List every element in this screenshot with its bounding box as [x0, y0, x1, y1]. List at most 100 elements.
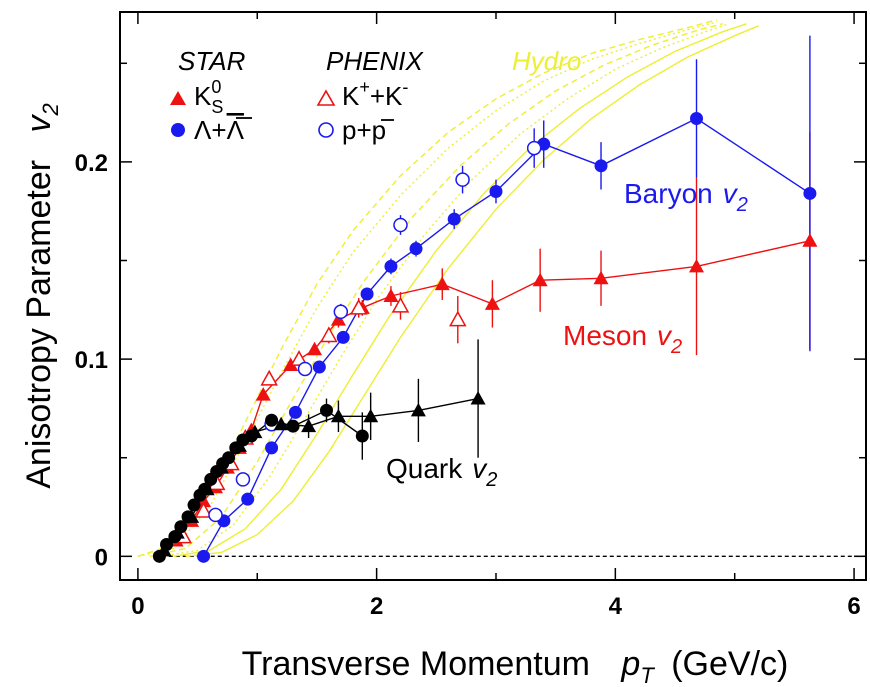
point-star-k0s-15 [532, 272, 548, 287]
point-quark-v2-meson-scaled--6 [247, 424, 263, 439]
point-star-lambda-5 [312, 360, 326, 374]
legend-lambda-marker [171, 123, 185, 137]
legend-star-heading: STAR [178, 46, 245, 76]
point-phenix-k-k--8 [349, 298, 368, 315]
point-star-k0s-7 [255, 387, 271, 401]
legend-proton-label: p+p [342, 115, 386, 145]
y-tick-label-0.2: 0.2 [75, 150, 108, 177]
point-star-k0s-8 [283, 357, 299, 372]
legend-kplus-sup2: - [402, 77, 408, 97]
plot-frame [119, 11, 867, 581]
baryon-annotation-var: v [723, 178, 739, 209]
legend-proton-text: p+ [342, 115, 372, 145]
legend-kplus-label: K++K- [342, 77, 408, 111]
point-star-lambda-8 [384, 259, 398, 273]
legend-lambda-bar: Λ [227, 115, 245, 145]
point-star-lambda-2 [241, 492, 255, 506]
meson-annotation: Meson v2 [563, 320, 682, 358]
point-quark-v2-baryon-scaled--11 [222, 451, 236, 465]
point-star-lambda-9 [409, 242, 423, 256]
point-quark-v2-meson-scaled--2 [184, 509, 200, 523]
meson-annotation-var: v [657, 320, 673, 351]
point-star-lambda-15 [803, 186, 817, 200]
legend-k0s-marker [170, 91, 186, 105]
meson-annotation-sub: 2 [670, 336, 682, 358]
point-star-lambda-7 [360, 287, 374, 301]
x-tick-label-4: 4 [609, 593, 623, 620]
legend-proton-bar: p [372, 115, 386, 145]
point-star-lambda-14 [690, 112, 704, 125]
hydro-curve-4 [173, 23, 747, 557]
point-quark-v2-meson-scaled--7 [273, 416, 289, 431]
axis-ticks [120, 12, 866, 580]
point-quark-v2-meson-scaled--1 [169, 525, 185, 539]
point-quark-v2-meson-scaled--8 [301, 418, 317, 433]
point-quark-v2-baryon-scaled--17 [319, 403, 333, 417]
point-phenix-k-k--10 [449, 310, 467, 327]
point-quark-v2-meson-scaled--9 [330, 408, 346, 423]
x-tick-labels: 0 2 4 6 [131, 593, 861, 620]
legend: STAR PHENIX Hydro K0 S Λ+Λ K++K- p+p [170, 46, 581, 145]
legend-k0s-sub: S [211, 97, 223, 117]
point-star-lambda-13 [594, 159, 608, 173]
point-phenix-k-k--5 [260, 369, 278, 386]
x-axis-title-text: Transverse Momentum [242, 645, 590, 683]
point-quark-v2-baryon-scaled--5 [187, 498, 201, 512]
y-axis-var: v [20, 113, 58, 132]
point-star-k0s-12 [383, 288, 399, 302]
baryon-annotation-text: Baryon [624, 178, 713, 209]
y-tick-labels: 0 0.1 0.2 [75, 150, 108, 571]
point-star-k0s-16 [593, 270, 609, 285]
point-phenix-p-pbar-1 [235, 472, 251, 487]
point-phenix-k-k--1 [194, 501, 213, 518]
legend-k0s-label: K0 S [194, 77, 223, 117]
point-quark-v2-meson-scaled--3 [199, 481, 215, 496]
hydro-curve-0 [137, 19, 717, 557]
legend-proton-marker [318, 122, 334, 138]
x-axis-var-sub: T [640, 663, 655, 687]
point-star-lambda-6 [336, 330, 350, 344]
x-axis-title: Transverse Momentum pT (GeV/c) [242, 645, 789, 687]
hydro-curve-3 [161, 23, 729, 557]
x-axis-var: p [620, 645, 640, 683]
point-phenix-k-k--9 [391, 296, 410, 313]
point-phenix-p-pbar-6 [455, 172, 470, 187]
point-quark-v2-meson-scaled--4 [213, 460, 229, 474]
point-star-lambda-0 [197, 549, 211, 563]
point-quark-v2-meson-scaled--5 [231, 438, 247, 452]
point-phenix-k-k--7 [320, 326, 338, 343]
quark-annotation-text: Quark [386, 453, 463, 484]
point-quark-v2-meson-scaled--10 [363, 408, 379, 423]
y-axis-var-sub: 2 [38, 103, 63, 116]
legend-lambda-text: Λ+ [194, 115, 227, 145]
point-star-k0s-13 [434, 276, 450, 291]
baryon-annotation-sub: 2 [736, 194, 748, 216]
quark-annotation: Quark v2 [386, 453, 497, 491]
y-tick-label-0.1: 0.1 [75, 347, 108, 374]
y-tick-label-0: 0 [95, 544, 108, 571]
point-quark-v2-baryon-scaled--18 [355, 429, 369, 443]
point-phenix-p-pbar-7 [526, 140, 542, 156]
point-star-k0s-10 [330, 312, 346, 326]
point-quark-v2-meson-scaled--12 [470, 391, 486, 405]
point-phenix-p-pbar-4 [333, 304, 349, 320]
legend-kplus-marker [316, 89, 336, 106]
legend-kplus-sup: + [359, 77, 370, 97]
data-markers [152, 112, 818, 563]
point-quark-v2-meson-scaled--11 [410, 402, 426, 417]
point-quark-v2-baryon-scaled--15 [265, 413, 279, 427]
legend-kplus-k: K [342, 81, 360, 111]
legend-phenix-heading: PHENIX [326, 46, 424, 76]
quark-annotation-sub: 2 [485, 469, 497, 491]
legend-lambda-label: Λ+Λ [194, 115, 245, 145]
meson-annotation-text: Meson [563, 320, 647, 351]
series-line-quark-v2-baryon-scaled- [158, 409, 363, 557]
point-star-k0s-9 [307, 341, 323, 356]
legend-k0s-main: K [194, 81, 212, 111]
point-star-lambda-4 [288, 405, 302, 419]
point-phenix-p-pbar-0 [208, 507, 223, 523]
point-phenix-p-pbar-3 [297, 361, 313, 377]
quark-annotation-var: v [472, 453, 488, 484]
legend-hydro-heading: Hydro [512, 46, 581, 76]
